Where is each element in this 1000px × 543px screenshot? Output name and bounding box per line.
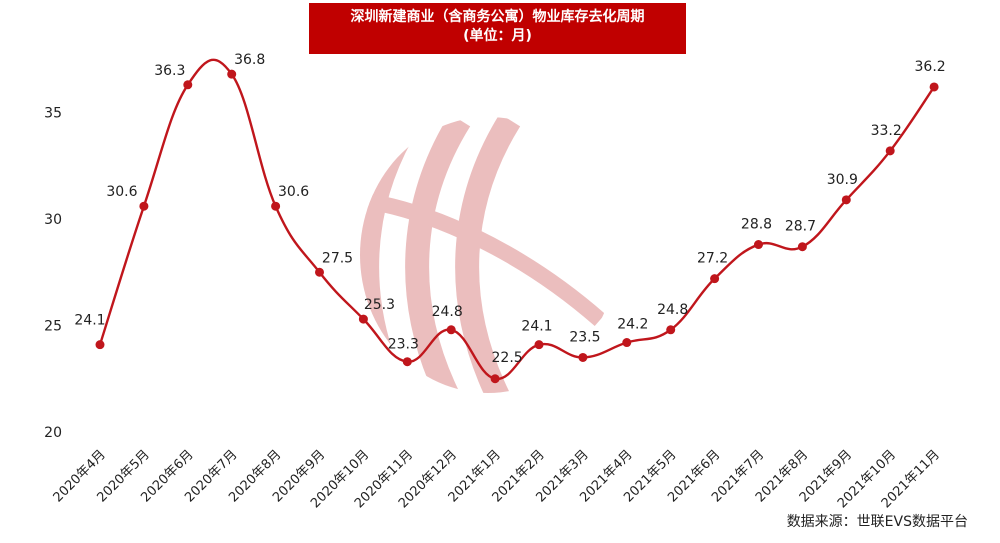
data-point (578, 352, 588, 362)
data-label: 36.3 (154, 63, 185, 79)
watermark-stripe (360, 117, 421, 393)
data-point (490, 374, 500, 384)
y-tick-label: 20 (44, 425, 62, 441)
data-point (315, 267, 324, 277)
data-label: 23.5 (569, 329, 600, 345)
data-label: 36.2 (915, 59, 946, 75)
watermark-band (360, 192, 606, 327)
data-labels: 24.1 30.6 36.3 36.8 30.6 27.5 25.3 23.3 24.8 22.5… (74, 52, 945, 366)
data-point (841, 195, 851, 205)
data-point (402, 357, 412, 367)
data-point (622, 338, 632, 348)
data-point (95, 340, 105, 350)
y-axis: 20 25 30 35 (44, 106, 62, 442)
data-label: 28.8 (741, 217, 772, 233)
data-label: 24.1 (521, 319, 552, 335)
data-point (271, 201, 281, 211)
data-label: 24.1 (74, 313, 105, 329)
data-label: 27.2 (697, 251, 728, 267)
data-label: 25.3 (364, 297, 395, 313)
data-point (534, 340, 544, 350)
data-point (885, 146, 895, 156)
data-point (183, 80, 193, 90)
series-line (98, 58, 936, 380)
y-tick-label: 25 (44, 319, 62, 335)
data-point (710, 274, 720, 284)
data-label: 30.6 (278, 184, 309, 200)
chart-subtitle: (单位：月) (463, 28, 532, 44)
data-label: 24.8 (432, 304, 463, 320)
data-label: 33.2 (871, 123, 902, 139)
data-point (666, 325, 676, 335)
data-label: 30.6 (106, 184, 137, 200)
chart-title: 深圳新建商业（含商务公寓）物业库存去化周期 (350, 9, 645, 25)
data-point (797, 242, 807, 252)
x-axis: 2020年4月2020年5月2020年6月2020年7月2020年8月2020年… (51, 447, 943, 511)
chart-title-box: 深圳新建商业（含商务公寓）物业库存去化周期 (单位：月) (309, 3, 686, 54)
data-point (139, 201, 149, 211)
source-note: 数据来源：世联EVS数据平台 (786, 514, 968, 530)
watermark-logo (360, 117, 606, 393)
data-point (446, 325, 456, 335)
data-label: 36.8 (234, 52, 265, 68)
data-label: 22.5 (492, 350, 523, 366)
data-label: 24.8 (657, 302, 688, 318)
data-label: 30.9 (827, 172, 858, 188)
data-label: 23.3 (388, 337, 419, 353)
data-label: 28.7 (785, 219, 816, 235)
watermark-stripe (405, 117, 471, 393)
data-points (95, 69, 939, 384)
data-point (929, 82, 939, 92)
data-point (754, 240, 763, 250)
watermark-stripe (455, 117, 521, 393)
y-tick-label: 35 (44, 106, 62, 122)
y-tick-label: 30 (44, 212, 62, 228)
data-point (227, 69, 237, 79)
data-point (358, 314, 368, 324)
data-label: 27.5 (322, 250, 353, 266)
data-label: 24.2 (617, 317, 648, 333)
